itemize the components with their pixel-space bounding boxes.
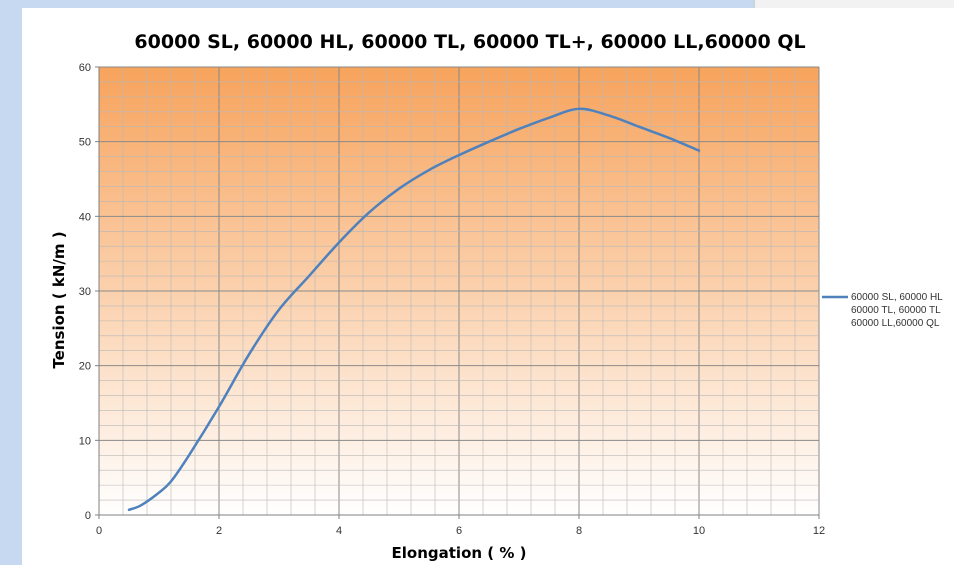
x-tick-label: 12 — [813, 525, 825, 537]
chart-title: 60000 SL, 60000 HL, 60000 TL, 60000 TL+,… — [134, 31, 805, 53]
line-chart: 60000 SL, 60000 HL, 60000 TL, 60000 TL+,… — [50, 31, 943, 562]
legend-label: 60000 TL, 60000 TL — [851, 305, 941, 316]
y-tick-label: 30 — [79, 286, 91, 298]
grid-lines — [98, 66, 820, 516]
y-tick-label: 40 — [79, 211, 91, 223]
tick-labels: 0 2 4 6 8 10 12 0 10 20 30 40 50 60 — [79, 62, 825, 537]
legend-label: 60000 LL,60000 QL — [851, 318, 940, 329]
x-tick-label: 10 — [693, 525, 705, 537]
y-tick-label: 50 — [79, 137, 91, 149]
window-top-right-box — [754, 0, 954, 8]
y-tick-label: 0 — [85, 510, 91, 522]
series-layer — [127, 107, 701, 512]
y-tick-label: 20 — [79, 361, 91, 373]
legend-label: 60000 SL, 60000 HL — [851, 292, 943, 303]
y-tick-label: 60 — [79, 62, 91, 74]
y-axis-label: Tension ( kN/m ) — [50, 231, 68, 368]
window-top-strip — [0, 0, 954, 8]
x-axis-label: Elongation ( % ) — [392, 544, 527, 562]
series-line — [127, 107, 701, 512]
x-tick-label: 8 — [576, 525, 582, 537]
legend: 60000 SL, 60000 HL 60000 TL, 60000 TL 6000… — [822, 292, 943, 329]
y-tick-label: 10 — [79, 435, 91, 447]
x-tick-label: 4 — [336, 525, 342, 537]
chart-panel: 60000 SL, 60000 HL, 60000 TL, 60000 TL+,… — [22, 8, 954, 565]
x-tick-label: 6 — [456, 525, 462, 537]
x-tick-label: 0 — [96, 525, 102, 537]
x-tick-label: 2 — [216, 525, 222, 537]
